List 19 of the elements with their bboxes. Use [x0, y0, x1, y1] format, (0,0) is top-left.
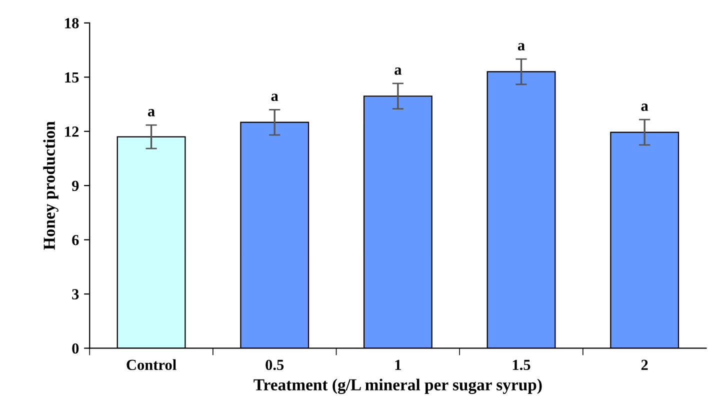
- x-tick-label: 0.5: [266, 360, 284, 370]
- y-tick-label: 18: [65, 18, 79, 28]
- y-axis-title: Honey production: [43, 121, 58, 250]
- annotation: a: [394, 67, 402, 75]
- annotation: a: [641, 104, 648, 111]
- y-tick-label: 15: [65, 72, 79, 83]
- annotation: a: [148, 109, 155, 116]
- x-axis-title: Treatment (g/L mineral per sugar syrup): [254, 378, 542, 394]
- y-tick-label: 3: [72, 289, 79, 300]
- y-tick-label: 9: [72, 180, 79, 192]
- annotation: a: [271, 94, 278, 102]
- x-tick-label: Control: [126, 359, 176, 370]
- y-tick-label: 12: [65, 126, 79, 137]
- annotation: a: [518, 43, 525, 50]
- x-tick-label: 1.5: [512, 360, 530, 370]
- x-tick-label: 2: [641, 360, 648, 370]
- x-tick-label: 1: [395, 360, 401, 370]
- y-tick-label: 0: [72, 343, 79, 354]
- y-tick-label: 6: [72, 234, 79, 246]
